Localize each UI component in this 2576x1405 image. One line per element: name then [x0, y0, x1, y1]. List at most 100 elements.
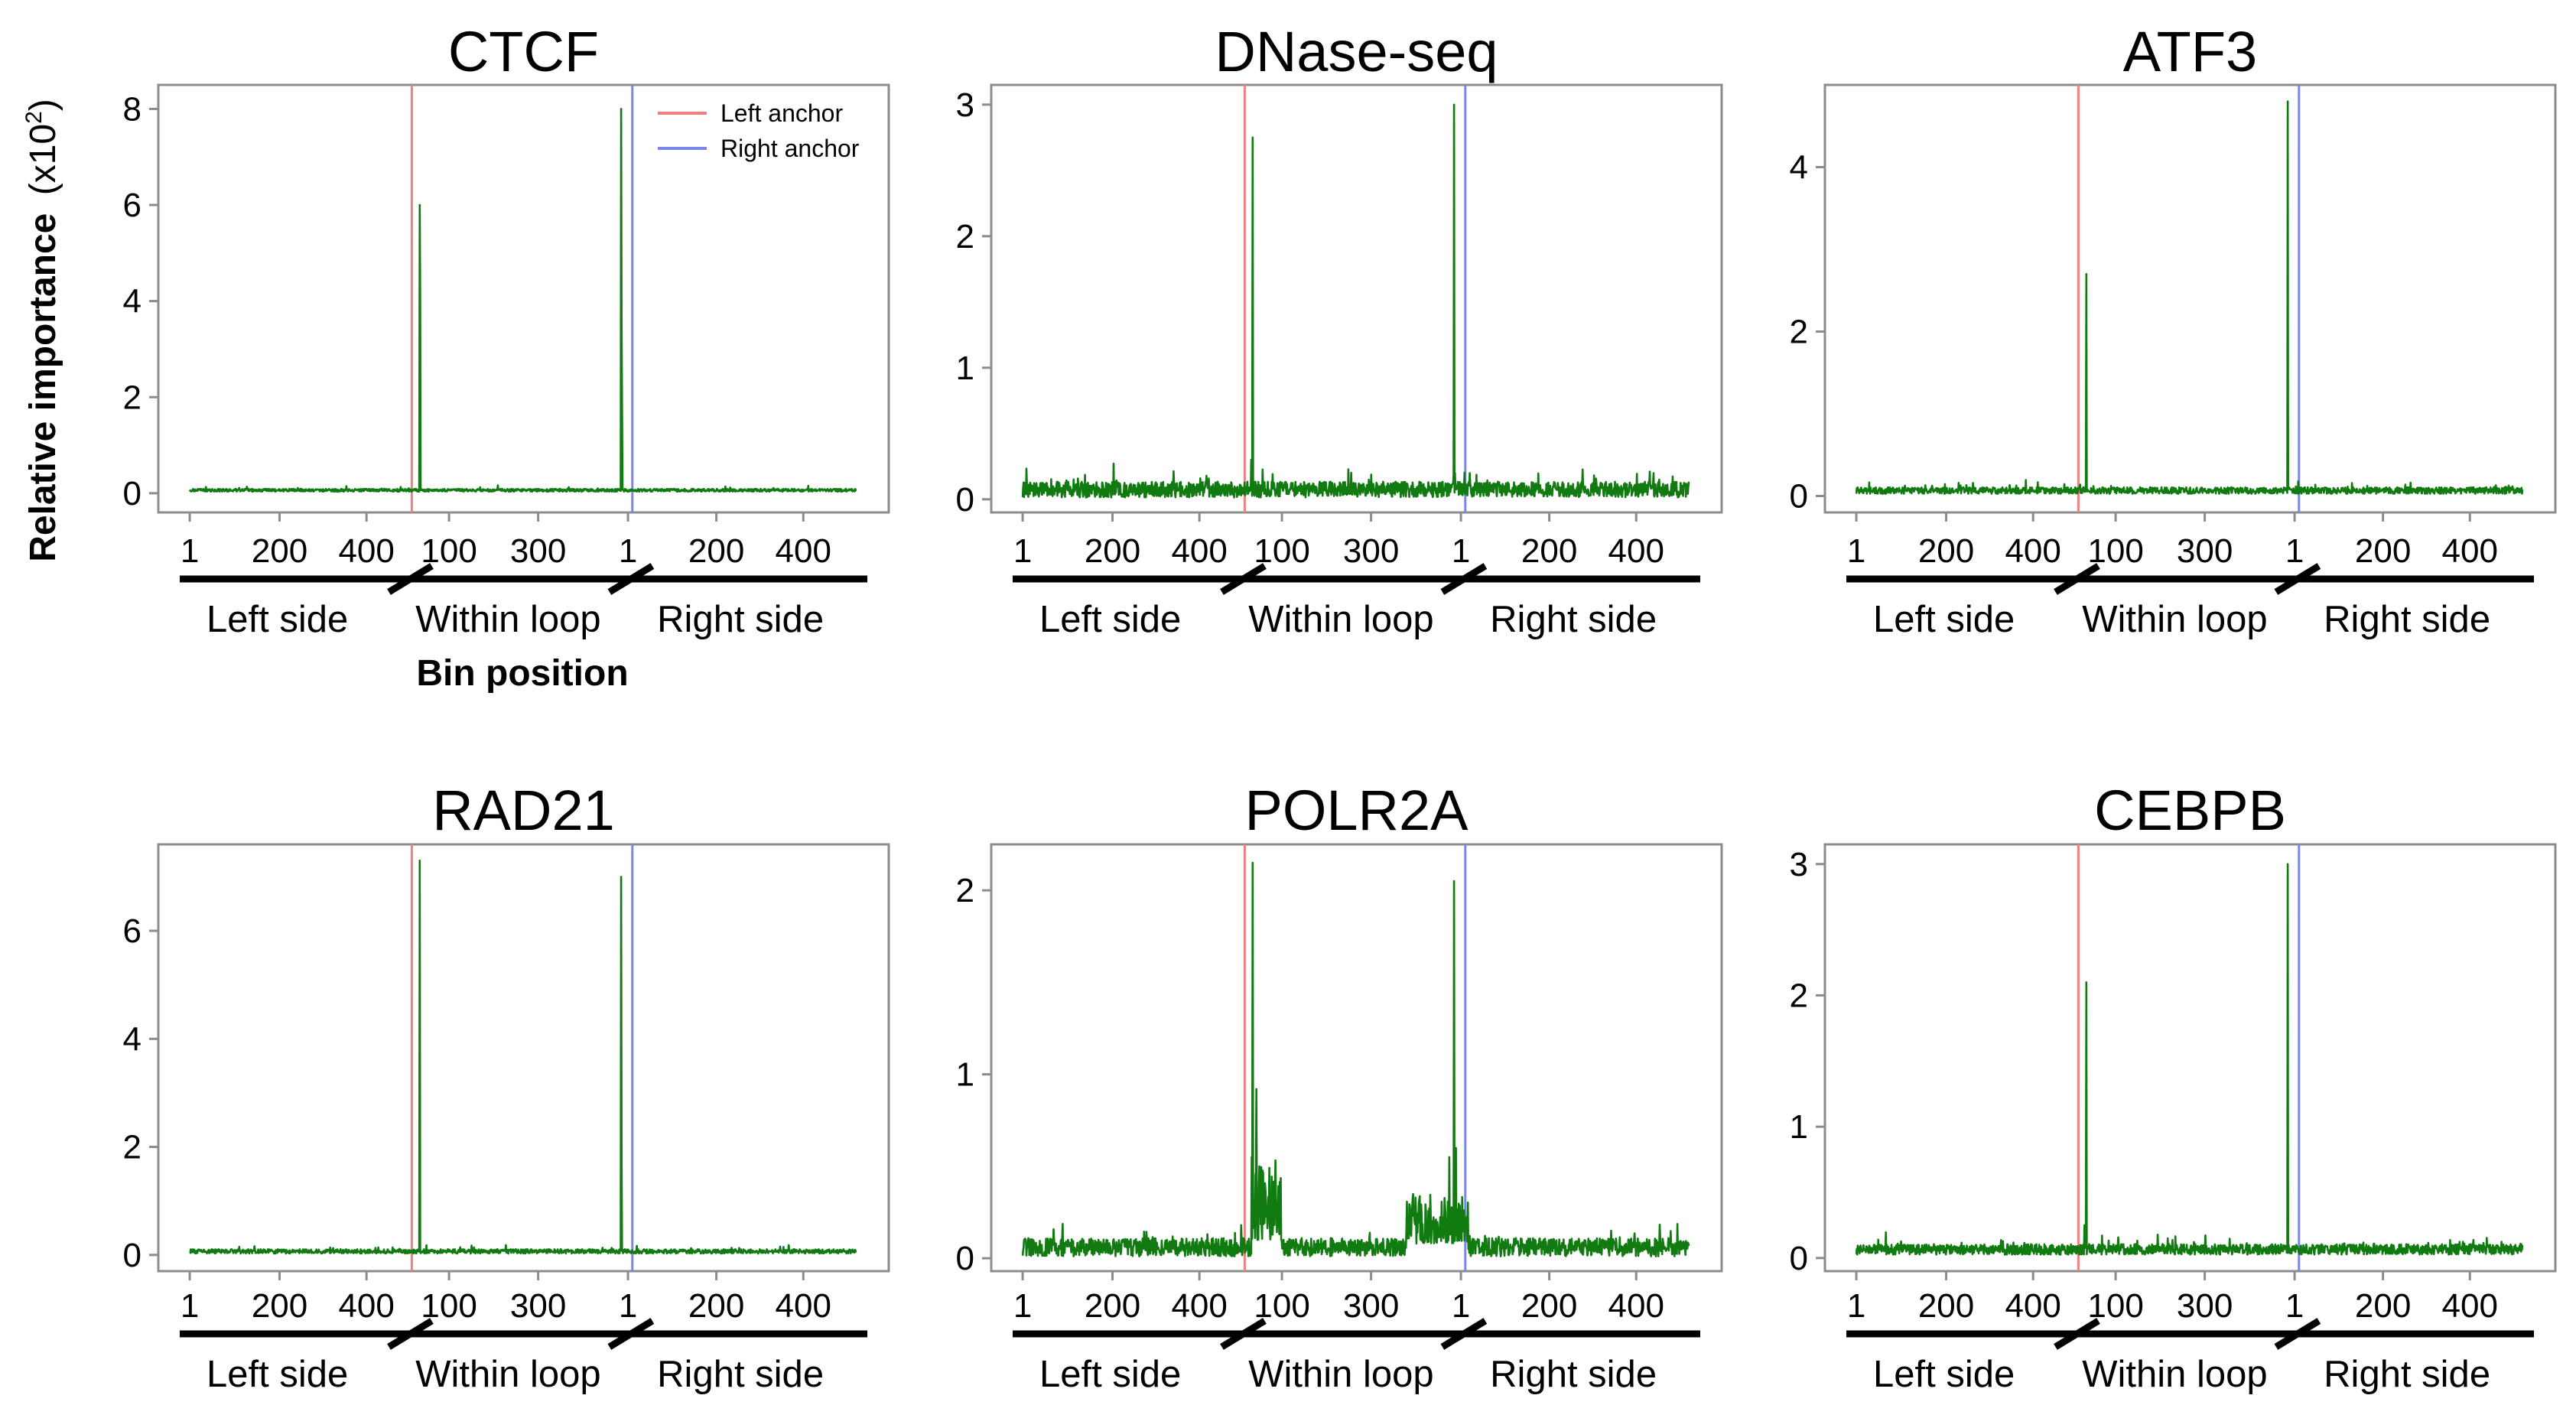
x-tick-label: 400 [338, 532, 394, 570]
x-tick-label: 400 [1608, 532, 1664, 570]
x-tick-label: 400 [1171, 532, 1227, 570]
section-label: Left side [1873, 599, 2015, 640]
y-tick-label: 0 [1790, 1240, 1808, 1277]
series-line [189, 859, 857, 1255]
x-tick-label: 400 [776, 1287, 831, 1325]
section-label: Left side [1873, 1354, 2015, 1395]
y-tick-label: 0 [956, 481, 974, 519]
plot-frame [990, 83, 1723, 514]
plot-frame [1823, 83, 2557, 514]
section-label: Left side [207, 1354, 348, 1395]
y-tick-label: 0 [1790, 478, 1808, 515]
x-tick-label: 1 [1013, 1287, 1032, 1325]
section-label: Within loop [415, 599, 600, 640]
y-tick-label: 0 [956, 1240, 974, 1277]
legend: Left anchor Right anchor [658, 99, 860, 162]
x-tick-label: 300 [1343, 1287, 1399, 1325]
x-tick-label: 1 [619, 1287, 637, 1325]
plot-frame [990, 843, 1723, 1273]
section-label: Within loop [2082, 599, 2267, 640]
y-tick-label: 1 [1790, 1108, 1808, 1146]
y-tick-label: 2 [956, 872, 974, 909]
section-label: Right side [657, 1354, 824, 1395]
plot-frame [157, 83, 890, 514]
axis-break-slash [387, 1318, 434, 1350]
x-tick-label: 400 [2442, 532, 2498, 570]
x-tick-label: 400 [776, 532, 831, 570]
x-tick-label: 1 [181, 532, 199, 570]
series-line [1021, 861, 1690, 1257]
axis-break-slash [1220, 563, 1267, 595]
x-tick-label: 100 [1254, 1287, 1309, 1325]
axis-break-slash [2274, 563, 2321, 595]
plot-frame [1823, 843, 2557, 1273]
y-axis-title: Relative importance (x102) [21, 99, 63, 562]
legend-label: Left anchor [720, 99, 843, 127]
axis-break-slash [607, 1318, 655, 1350]
x-tick-label: 100 [1254, 532, 1309, 570]
x-tick-label: 400 [1608, 1287, 1664, 1325]
x-tick-label: 300 [2177, 1287, 2233, 1325]
panel-rad21: RAD21 0 2 4 6 1 200 400 100 300 1 200 400 Left side Wi… [123, 779, 890, 1395]
x-tick-label: 200 [252, 532, 307, 570]
x-tick-label: 1 [1013, 532, 1032, 570]
section-label: Within loop [2082, 1354, 2267, 1395]
axis-break-slash [1440, 563, 1488, 595]
y-tick-label: 1 [956, 1056, 974, 1094]
x-tick-label: 100 [2087, 532, 2143, 570]
x-tick-label: 1 [619, 532, 637, 570]
plot-frame [157, 843, 890, 1273]
x-tick-label: 100 [2087, 1287, 2143, 1325]
axis-break-slash [2274, 1318, 2321, 1350]
section-label: Right side [1490, 1354, 1657, 1395]
x-tick-label: 1 [1452, 1287, 1470, 1325]
section-label: Right side [657, 599, 824, 640]
y-tick-label: 4 [1790, 149, 1808, 187]
x-tick-label: 200 [688, 532, 744, 570]
x-axis-title: Bin position [416, 653, 628, 694]
y-tick-label: 1 [956, 350, 974, 387]
section-label: Within loop [1248, 599, 1433, 640]
section-label: Right side [2324, 599, 2490, 640]
y-tick-label: 6 [123, 912, 141, 950]
series-line [1855, 100, 2524, 495]
x-tick-label: 200 [1918, 532, 1974, 570]
section-label: Within loop [415, 1354, 600, 1395]
y-tick-label: 2 [1790, 977, 1808, 1014]
x-tick-label: 300 [510, 532, 566, 570]
panel-title: POLR2A [1244, 779, 1469, 842]
x-tick-label: 200 [1085, 1287, 1140, 1325]
x-tick-label: 200 [2355, 1287, 2411, 1325]
x-tick-label: 200 [1521, 1287, 1577, 1325]
x-tick-label: 300 [1343, 532, 1399, 570]
panel-ctcf: CTCF 0 2 4 6 8 1 200 400 100 300 1 200 400 Left side Wi… [123, 20, 890, 640]
panel-atf3: ATF3 0 2 4 1 200 400 100 300 1 200 400 Left side With… [1790, 20, 2557, 640]
axis-break-slash [2054, 563, 2100, 595]
section-label: Left side [1039, 599, 1181, 640]
axis-break-slash [1440, 1318, 1488, 1350]
x-tick-label: 200 [1521, 532, 1577, 570]
x-tick-label: 400 [2005, 532, 2060, 570]
x-tick-label: 200 [2355, 532, 2411, 570]
y-axis-title-unit: (x10 [23, 124, 63, 195]
panel-title: DNase-seq [1215, 20, 1498, 83]
x-tick-label: 200 [1085, 532, 1140, 570]
x-tick-label: 200 [1918, 1287, 1974, 1325]
panel-title: CEBPB [2094, 779, 2286, 842]
x-tick-label: 1 [1847, 1287, 1865, 1325]
y-tick-label: 0 [123, 475, 141, 512]
section-label: Within loop [1248, 1354, 1433, 1395]
section-label: Left side [1039, 1354, 1181, 1395]
panel-title: RAD21 [432, 779, 615, 842]
y-tick-label: 2 [123, 379, 141, 416]
x-tick-label: 1 [1452, 532, 1470, 570]
x-tick-label: 300 [2177, 532, 2233, 570]
y-tick-label: 4 [123, 283, 141, 320]
section-label: Left side [207, 599, 348, 640]
y-tick-label: 8 [123, 90, 141, 128]
y-tick-label: 2 [123, 1129, 141, 1166]
y-tick-label: 2 [1790, 314, 1808, 351]
x-tick-label: 1 [2285, 1287, 2304, 1325]
y-tick-label: 3 [1790, 846, 1808, 883]
